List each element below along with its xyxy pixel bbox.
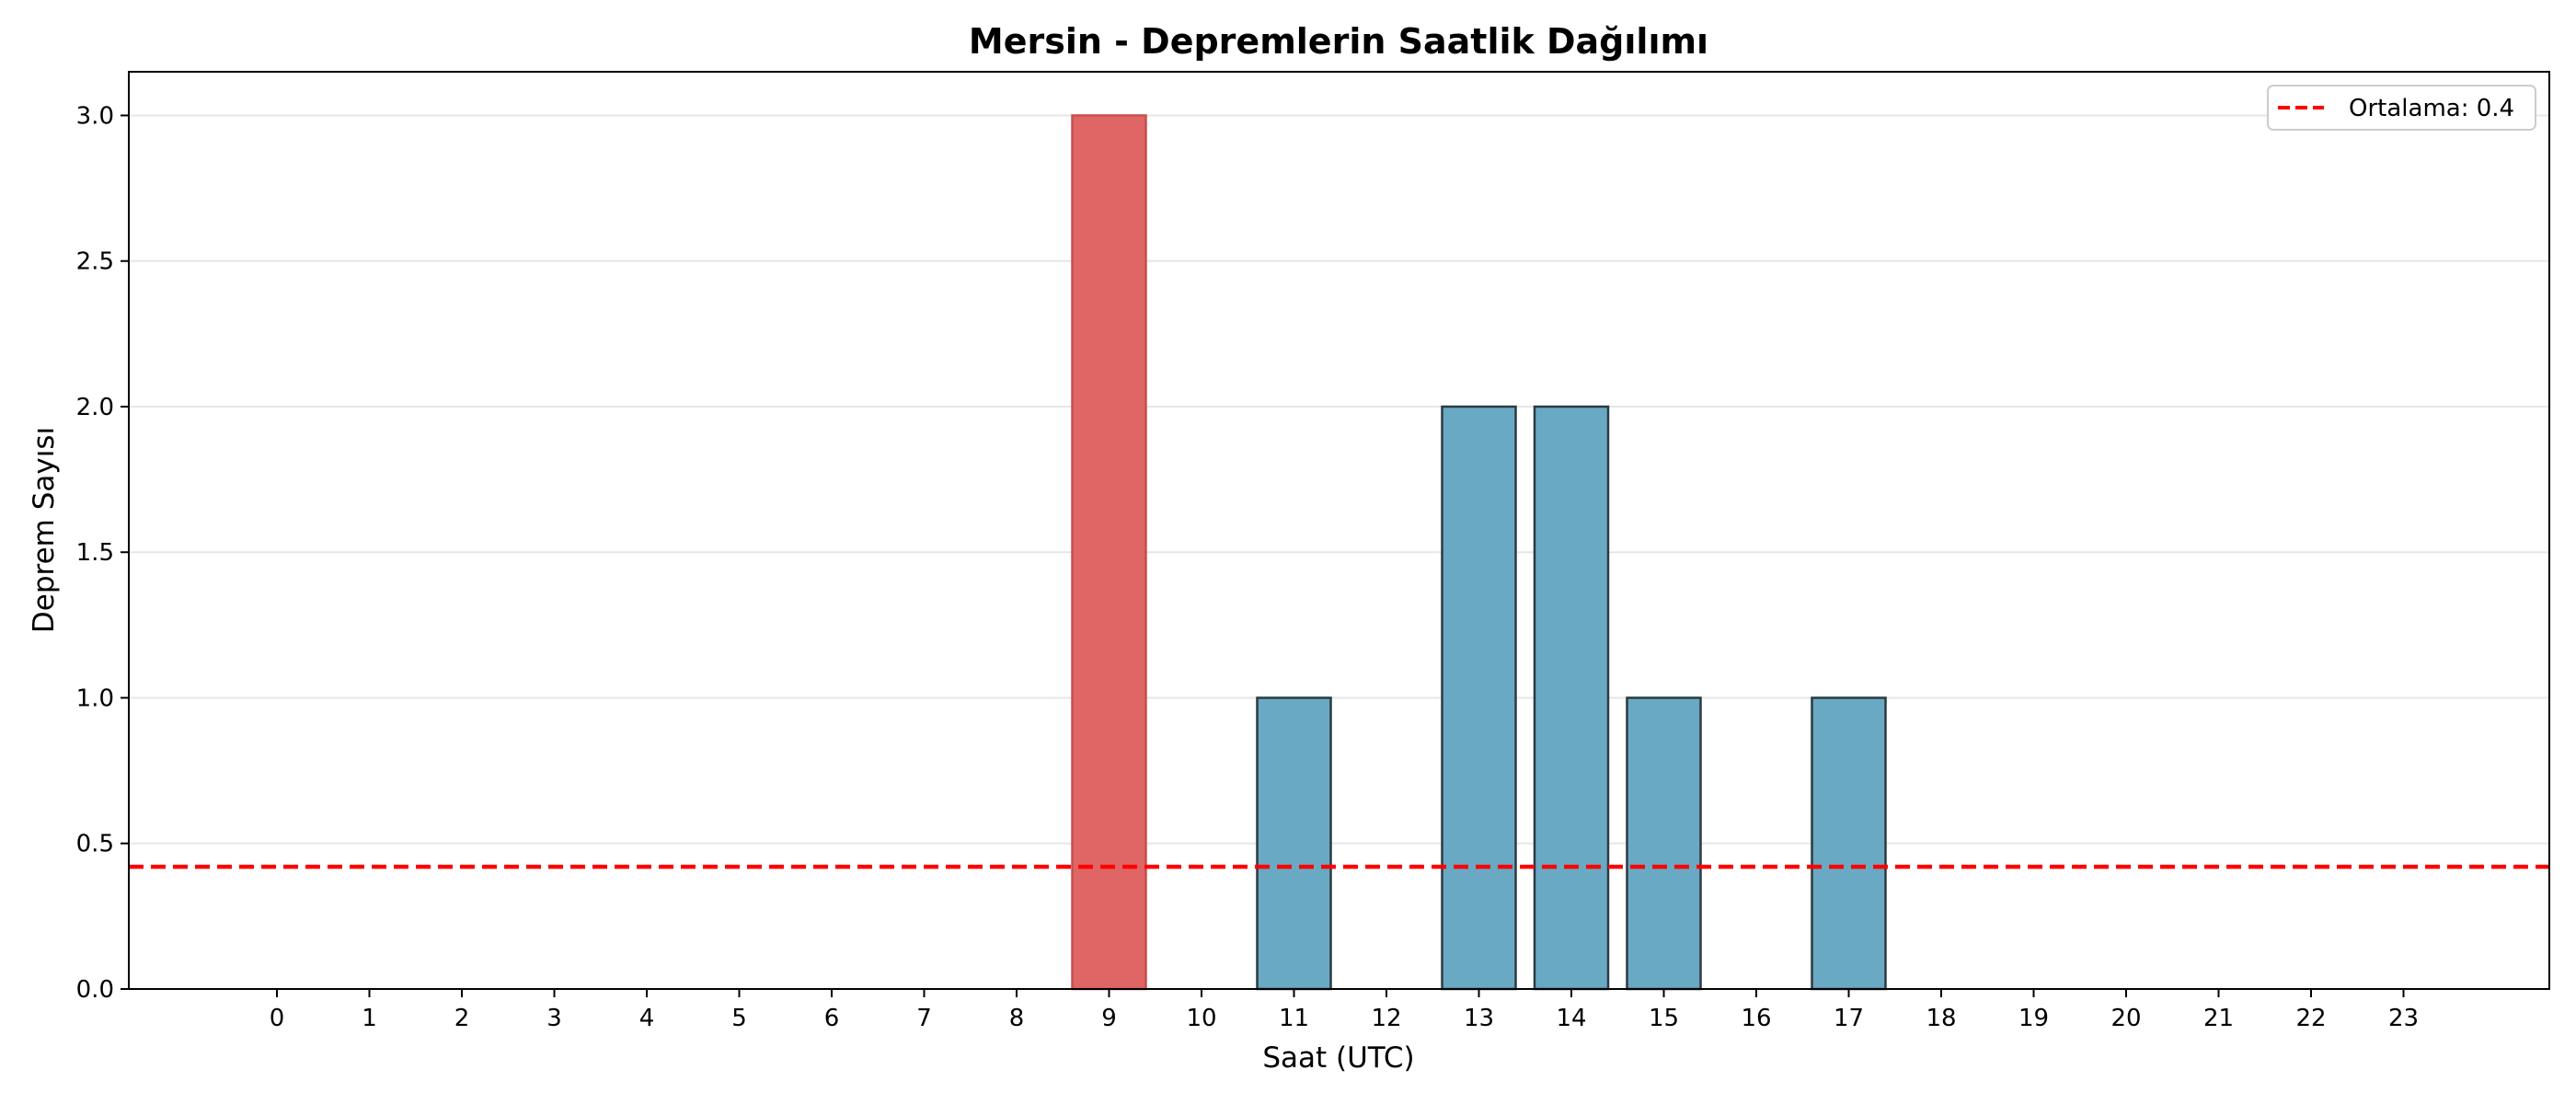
x-axis-ticks: 0 1 2 3 4 5 6 7 8 9 10 11 12 13 14 15 16 17 18 19 20 21 22 23 [270, 989, 2419, 1032]
chart-title: Mersin - Depremlerin Saatlik Dağılımı [969, 21, 1708, 62]
x-tick-label: 23 [2388, 1005, 2419, 1032]
y-tick-label: 3.0 [76, 102, 114, 130]
legend-mean-label: Ortalama: 0.4 [2349, 95, 2514, 122]
x-tick-label: 16 [1741, 1005, 1771, 1032]
x-tick-label: 3 [546, 1005, 562, 1032]
legend-box [2267, 85, 2536, 131]
x-tick-label: 5 [731, 1005, 747, 1032]
bar-9 [1071, 114, 1147, 991]
x-tick-label: 14 [1556, 1005, 1586, 1032]
x-tick-label: 0 [270, 1005, 285, 1032]
x-tick-label: 15 [1649, 1005, 1679, 1032]
y-axis-ticks: 0.0 0.5 1.0 1.5 2.0 2.5 3.0 [76, 102, 129, 1004]
x-tick-label: 19 [2018, 1005, 2049, 1032]
y-axis-label: Deprem Sayısı [28, 427, 61, 633]
x-axis-label: Saat (UTC) [1262, 1041, 1414, 1075]
x-tick-label: 17 [1834, 1005, 1864, 1032]
x-tick-label: 12 [1371, 1005, 1401, 1032]
x-tick-label: 2 [454, 1005, 470, 1032]
plot-frame [128, 71, 2550, 990]
y-tick-label: 2.5 [76, 248, 114, 276]
x-tick-label: 1 [362, 1005, 377, 1032]
bar-15 [1626, 696, 1702, 991]
x-tick-label: 21 [2203, 1005, 2234, 1032]
bar-11 [1256, 696, 1332, 991]
bar-17 [1811, 696, 1887, 991]
y-tick-label: 2.0 [76, 394, 114, 421]
y-tick-label: 1.5 [76, 539, 114, 567]
x-tick-label: 18 [1926, 1005, 1956, 1032]
x-tick-label: 13 [1464, 1005, 1494, 1032]
y-tick-label: 0.0 [76, 976, 114, 1004]
x-tick-label: 20 [2110, 1005, 2141, 1032]
x-tick-label: 10 [1186, 1005, 1216, 1032]
x-tick-label: 9 [1101, 1005, 1117, 1032]
x-tick-label: 8 [1009, 1005, 1025, 1032]
x-tick-label: 22 [2295, 1005, 2326, 1032]
y-tick-label: 0.5 [76, 831, 114, 858]
bar-13 [1441, 405, 1517, 991]
x-tick-label: 11 [1279, 1005, 1309, 1032]
x-tick-label: 7 [916, 1005, 932, 1032]
x-tick-label: 4 [639, 1005, 655, 1032]
y-tick-label: 1.0 [76, 684, 114, 712]
bar-14 [1533, 405, 1610, 991]
legend: Ortalama: 0.4 [2267, 85, 2536, 131]
x-tick-label: 6 [824, 1005, 840, 1032]
